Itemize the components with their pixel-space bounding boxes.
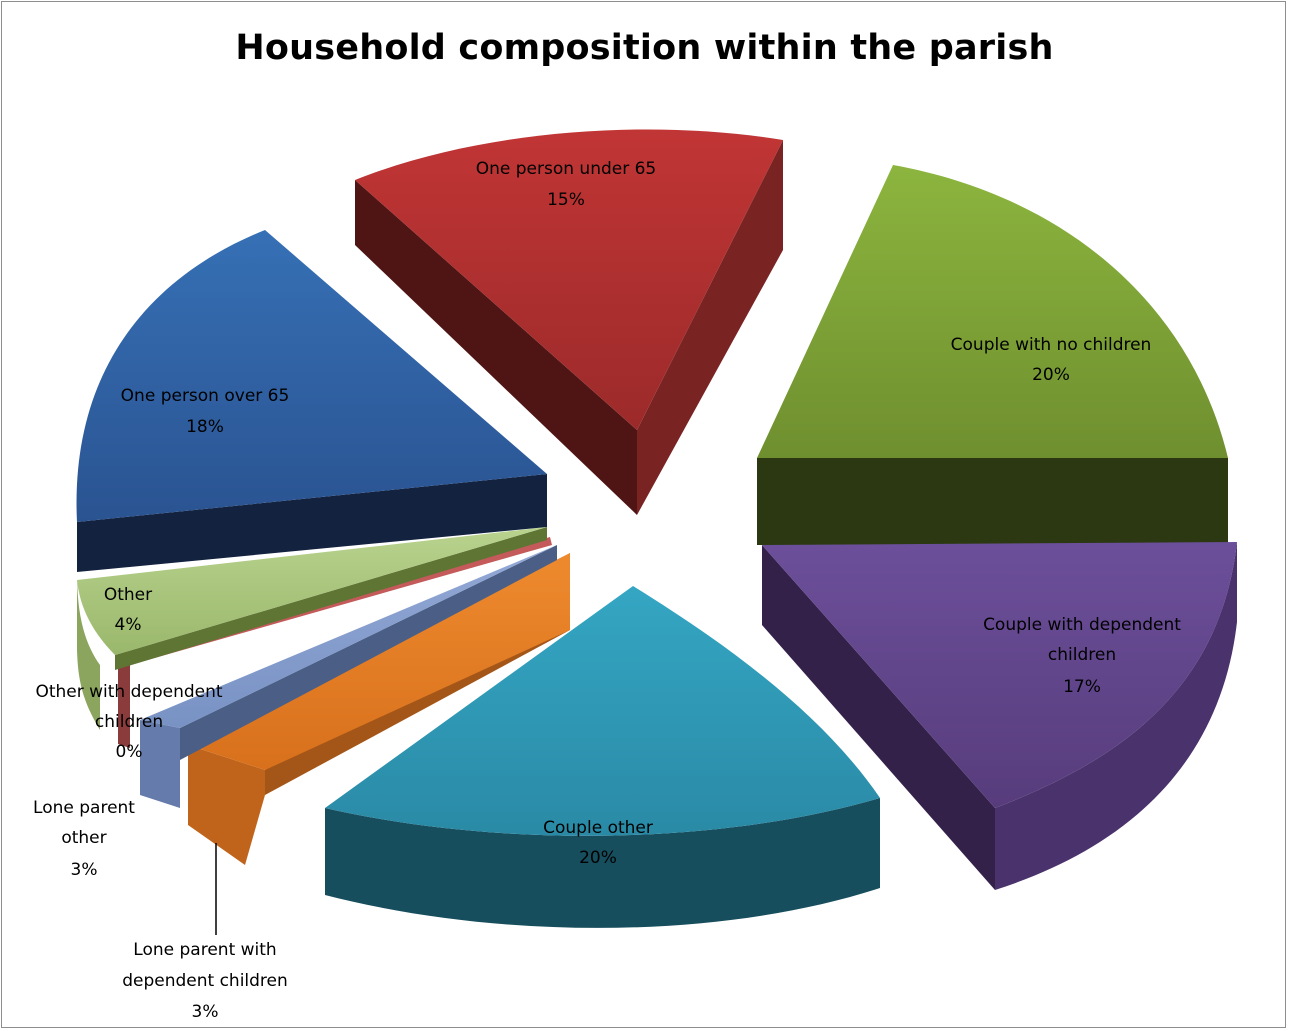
label-couple-with-no-children-name: Couple with no children: [951, 335, 1152, 355]
label-lone-parent-other-value: 3%: [71, 860, 98, 880]
label-lone-parent-with-dependent-children-name-2: dependent children: [122, 971, 288, 991]
label-other-with-dependent-children-value: 0%: [116, 742, 143, 762]
label-one-person-over-65-name: One person over 65: [121, 386, 290, 406]
label-one-person-over-65-value: 18%: [186, 417, 224, 437]
label-lone-parent-other: Lone parent other 3%: [33, 798, 135, 880]
label-couple-other-name: Couple other: [543, 818, 653, 838]
label-lone-parent-other-name-1: Lone parent: [33, 798, 135, 818]
label-couple-with-no-children-value: 20%: [1032, 365, 1070, 385]
label-lone-parent-with-dependent-children: Lone parent with dependent children 3%: [122, 940, 288, 1022]
label-couple-with-dependent-children-name-2: children: [1048, 645, 1116, 665]
label-lone-parent-with-dependent-children-value: 3%: [192, 1002, 219, 1022]
label-other-with-dependent-children-name-2: children: [95, 712, 163, 732]
label-other-value: 4%: [115, 615, 142, 635]
label-couple-other-value: 20%: [579, 848, 617, 868]
slice-other-with-dependent-children-front: [118, 662, 130, 748]
slice-couple-with-no-children-side: [757, 458, 1228, 545]
label-couple-with-dependent-children-name-1: Couple with dependent: [983, 615, 1181, 635]
label-one-person-under-65-value: 15%: [547, 190, 585, 210]
slice-lone-parent-other-front: [140, 720, 180, 808]
label-lone-parent-other-name-2: other: [61, 828, 106, 848]
label-lone-parent-with-dependent-children-name-1: Lone parent with: [133, 940, 276, 960]
label-other-with-dependent-children-name-1: Other with dependent: [35, 682, 222, 702]
slice-couple-with-no-children-top: [757, 165, 1228, 458]
label-couple-with-dependent-children-value: 17%: [1063, 677, 1101, 697]
label-one-person-under-65-name: One person under 65: [476, 159, 657, 179]
label-other-name: Other: [104, 585, 152, 605]
slice-couple-with-no-children: [757, 165, 1228, 545]
